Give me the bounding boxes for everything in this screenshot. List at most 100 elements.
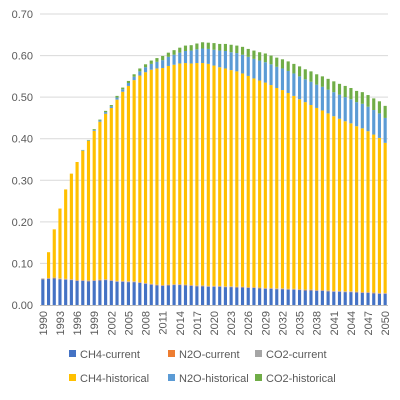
bar-segment-n2o-historical: [121, 89, 125, 92]
bar-segment-ch4-historical: [223, 68, 227, 287]
y-axis-tick-labels: 0.00 0.10 0.20 0.30 0.40 0.50 0.60 0.70: [12, 9, 33, 312]
bar-segment-ch4-current: [223, 287, 227, 305]
bar-segment-ch4-historical: [303, 102, 307, 290]
bar-segment-n2o-historical: [360, 103, 364, 129]
bar-segment-ch4-historical: [280, 90, 285, 289]
bar-segment-co2-historical: [383, 105, 387, 118]
bar-segment-ch4-historical: [149, 69, 153, 284]
x-tick-label: 2014: [175, 311, 187, 335]
bar-segment-ch4-historical: [298, 99, 302, 290]
bar-segment-ch4-historical: [286, 92, 290, 289]
bar-segment-ch4-historical: [218, 67, 222, 286]
legend-swatch: [168, 350, 175, 357]
x-tick-label: 2035: [295, 311, 307, 335]
bar-segment-n2o-historical: [223, 51, 227, 69]
bar-segment-ch4-historical: [178, 63, 182, 285]
bar-segment-n2o-historical: [126, 83, 130, 86]
bar-segment-ch4-current: [195, 286, 199, 305]
legend-swatch: [168, 374, 175, 381]
bar-segment-ch4-historical: [86, 140, 91, 281]
bar-segment-n2o-historical: [349, 99, 353, 124]
bar-segment-co2-historical: [343, 85, 347, 98]
bar-segment-ch4-historical: [183, 63, 188, 285]
bar-segment-ch4-current: [286, 289, 290, 305]
bar-segment-ch4-current: [121, 281, 125, 305]
bar-segment-ch4-historical: [309, 105, 313, 290]
bar-segment-ch4-historical: [275, 88, 279, 289]
bar-segment-n2o-historical: [280, 68, 285, 91]
bar-segment-n2o-historical: [98, 120, 102, 122]
bar-segment-n2o-historical: [109, 106, 113, 108]
bar-segment-co2-historical: [349, 88, 353, 100]
legend-label: CH4-current: [80, 349, 140, 361]
bar-segment-n2o-historical: [155, 61, 159, 69]
bar-segment-n2o-historical: [235, 53, 239, 72]
bar-segment-ch4-historical: [166, 65, 170, 285]
bar-segment-ch4-current: [149, 284, 153, 305]
bar-segment-n2o-historical: [183, 51, 188, 64]
bar-segment-ch4-historical: [46, 252, 51, 278]
bar-segment-ch4-historical: [263, 82, 267, 288]
bar-segment-n2o-historical: [189, 50, 193, 64]
bar-segment-co2-historical: [172, 50, 176, 55]
y-tick-label: 0.30: [12, 175, 33, 187]
bar-segment-ch4-historical: [92, 130, 96, 281]
legend-item: CH4-historical: [69, 373, 149, 385]
bar-segment-n2o-historical: [286, 70, 290, 93]
bar-segment-ch4-current: [326, 291, 330, 305]
bar-segment-ch4-current: [218, 286, 222, 305]
legend-swatch: [69, 374, 76, 381]
bar-segment-ch4-historical: [161, 68, 165, 286]
y-tick-label: 0.60: [12, 51, 33, 63]
bar-segment-co2-historical: [166, 52, 170, 57]
legend: CH4-current N2O-current CO2-current CH4-his…: [69, 349, 336, 385]
bar-segment-ch4-current: [178, 285, 182, 305]
bar-segment-ch4-current: [41, 279, 45, 305]
bar-segment-ch4-current: [292, 289, 296, 305]
bar-segment-n2o-historical: [149, 63, 153, 70]
bar-segment-ch4-current: [98, 280, 102, 305]
bar-segment-co2-historical: [183, 45, 188, 51]
y-tick-label: 0.00: [12, 300, 33, 312]
x-tick-label: 1999: [89, 311, 101, 335]
bar-segment-ch4-historical: [258, 80, 262, 288]
bar-segment-co2-historical: [98, 119, 102, 121]
legend-label: CO2-current: [266, 349, 327, 361]
bar-segment-n2o-historical: [115, 97, 119, 100]
bar-segment-ch4-historical: [75, 161, 79, 281]
legend-swatch: [69, 350, 76, 357]
bar-segment-ch4-historical: [155, 68, 159, 285]
bar-segment-ch4-current: [309, 290, 313, 305]
bar-segment-ch4-current: [229, 287, 233, 305]
bar-segment-co2-historical: [252, 50, 256, 59]
bar-segment-ch4-current: [115, 281, 119, 305]
bar-segment-n2o-historical: [161, 60, 165, 69]
x-tick-label: 2041: [329, 311, 341, 335]
bar-segment-ch4-historical: [360, 128, 364, 293]
bar-segment-co2-historical: [360, 92, 364, 104]
bar-segment-n2o-historical: [143, 67, 148, 73]
bar-segment-ch4-historical: [115, 99, 119, 281]
bar-segment-ch4-historical: [52, 229, 56, 278]
x-tick-label: 2050: [380, 311, 392, 335]
bar-segment-ch4-historical: [138, 75, 142, 283]
bar-segment-co2-historical: [206, 42, 210, 49]
x-tick-label: 1996: [72, 311, 84, 335]
bar-segment-co2-historical: [309, 71, 313, 82]
bar-segment-ch4-current: [258, 288, 262, 305]
bar-segment-ch4-historical: [246, 75, 250, 288]
bar-segment-ch4-current: [355, 292, 359, 305]
bar-segment-n2o-historical: [366, 106, 370, 132]
x-tick-label: 2020: [209, 311, 221, 335]
bar-segment-n2o-historical: [246, 56, 250, 76]
bar-segment-n2o-historical: [252, 58, 256, 79]
bar-segment-co2-historical: [189, 45, 193, 51]
bar-segment-n2o-historical: [332, 92, 336, 117]
bar-segment-ch4-current: [240, 287, 245, 305]
bar-segment-ch4-historical: [58, 208, 62, 279]
bar-segment-ch4-current: [75, 280, 79, 305]
bar-segment-co2-historical: [195, 43, 199, 50]
bar-segment-co2-historical: [132, 74, 136, 77]
bar-segment-ch4-current: [172, 285, 176, 305]
